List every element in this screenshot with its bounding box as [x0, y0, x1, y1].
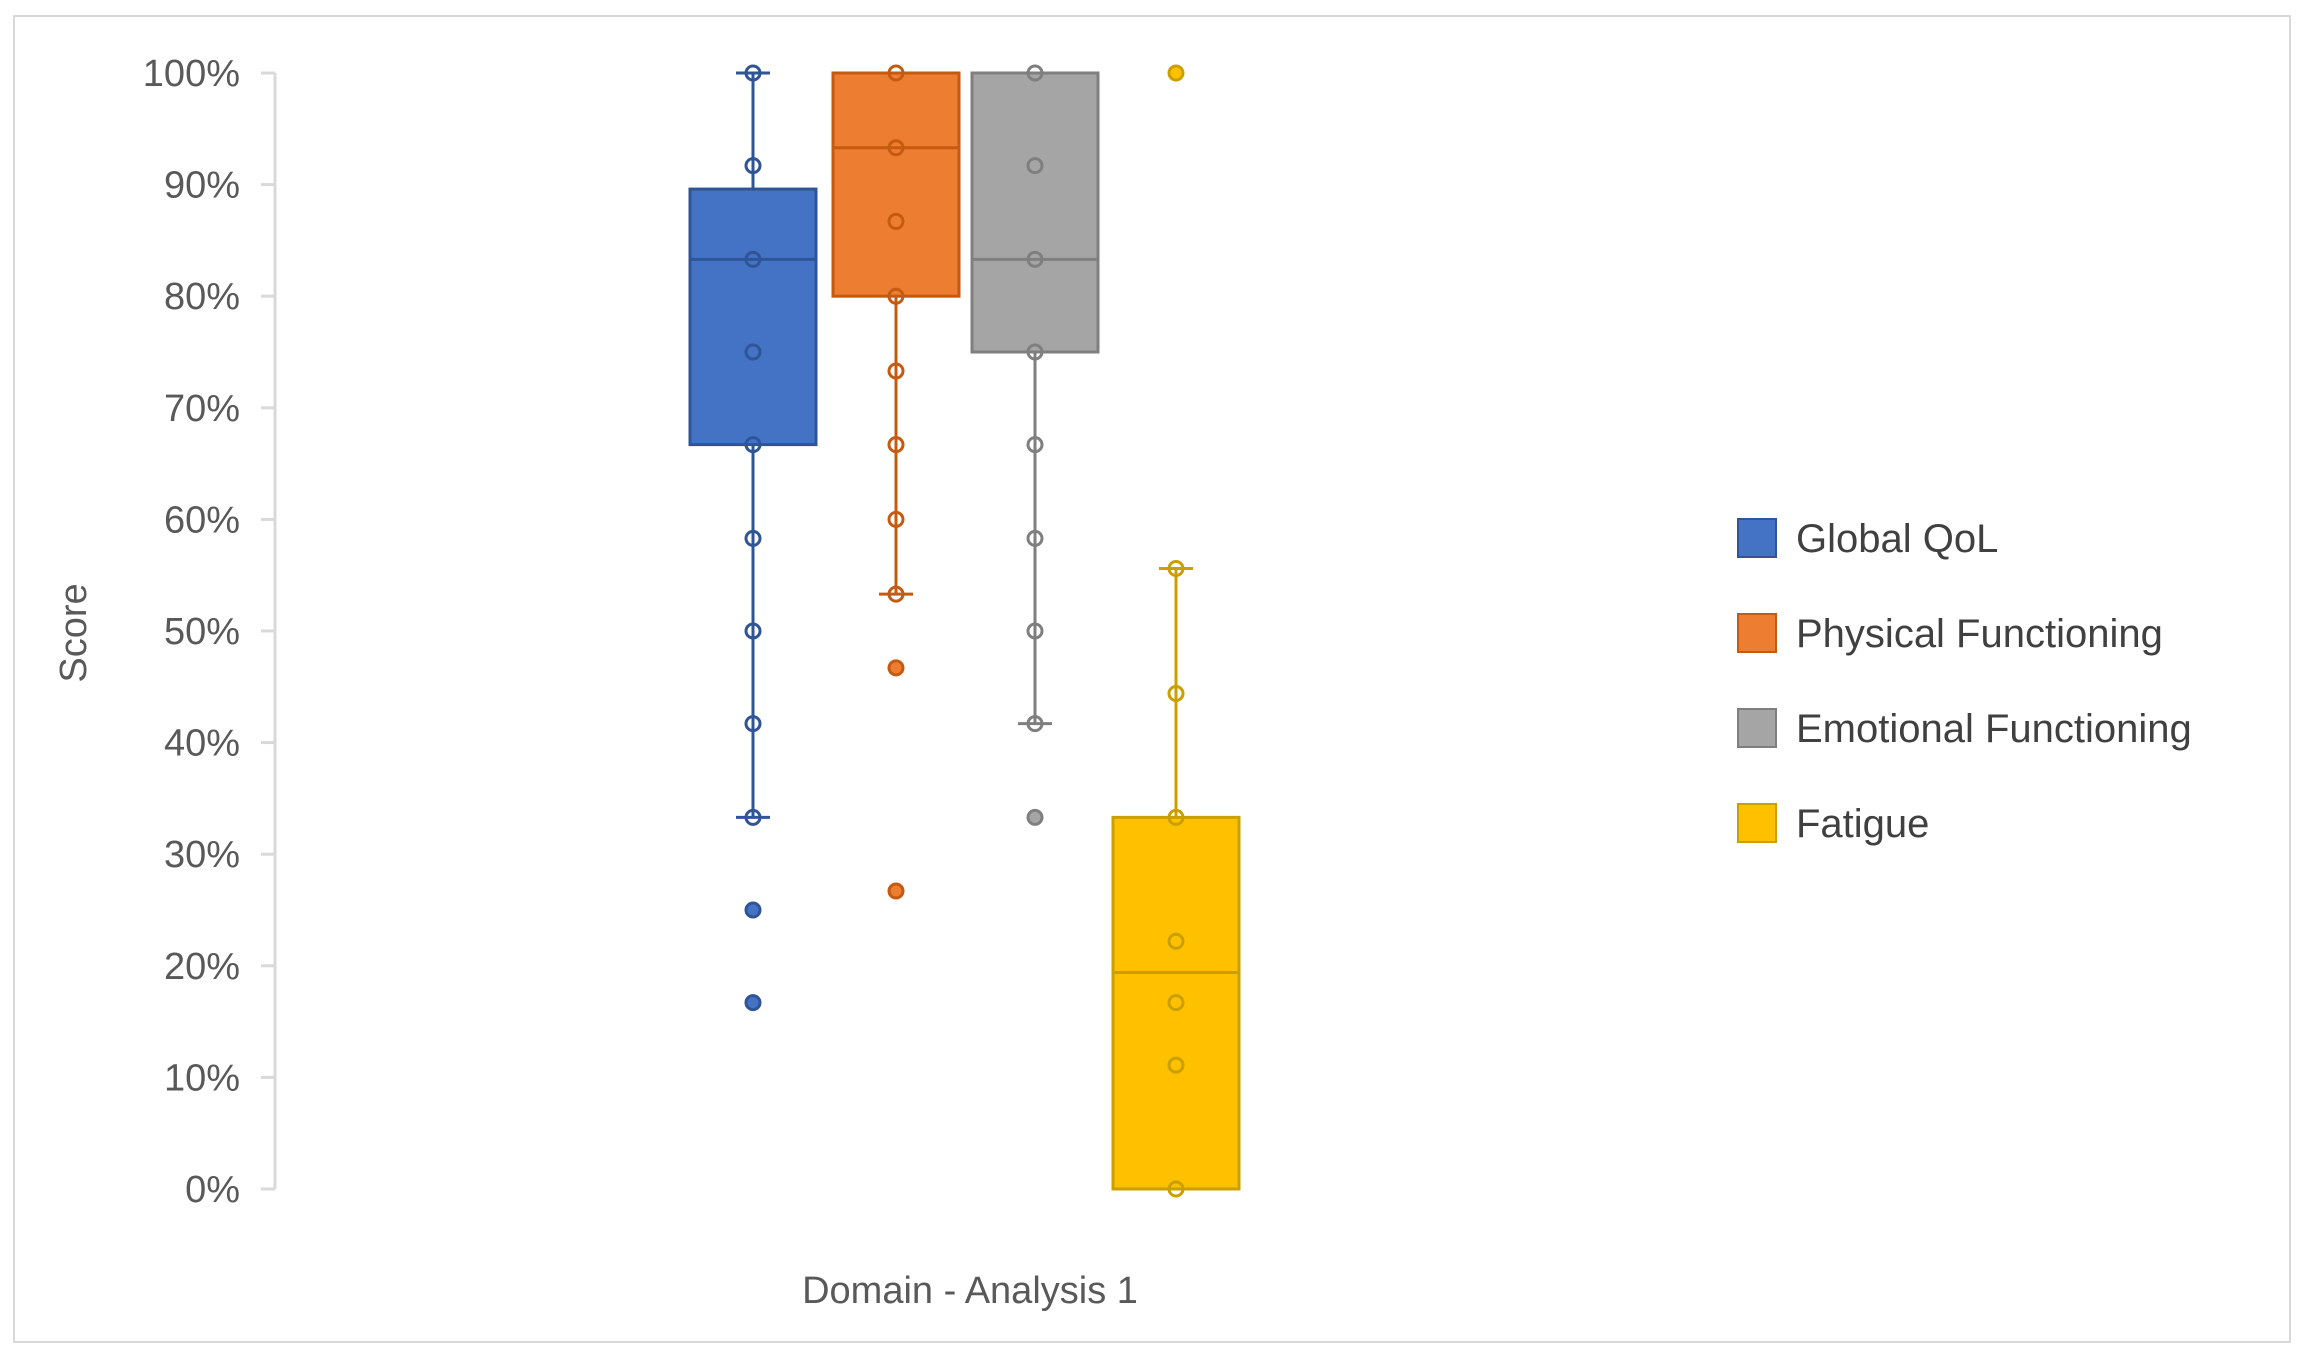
x-axis-title: Domain - Analysis 1 — [802, 1270, 1138, 1312]
data-point — [1167, 1180, 1185, 1198]
box-series — [1111, 64, 1241, 1198]
legend-label: Fatigue — [1796, 802, 1929, 846]
outlier-point — [1026, 808, 1044, 826]
box-iqr — [688, 187, 818, 447]
outlier-point — [887, 659, 905, 677]
legend-item: Global QoL — [1737, 517, 1998, 561]
legend-swatch — [1737, 803, 1777, 843]
outlier-point — [744, 994, 762, 1012]
box-iqr — [831, 71, 961, 298]
legend-label: Global QoL — [1796, 517, 1998, 561]
box-series — [970, 64, 1100, 826]
y-tick-label: 10% — [164, 1057, 240, 1099]
legend-swatch — [1737, 613, 1777, 653]
data-point — [887, 139, 905, 157]
y-tick-label: 90% — [164, 165, 240, 207]
y-tick-label: 70% — [164, 388, 240, 430]
data-point — [744, 622, 762, 640]
data-point — [744, 64, 762, 82]
y-tick-label: 100% — [143, 53, 240, 95]
data-point — [744, 436, 762, 454]
legend-label: Emotional Functioning — [1796, 707, 2192, 751]
y-axis-title: Score — [53, 583, 95, 682]
legend-item: Fatigue — [1737, 802, 1929, 846]
y-tick-label: 50% — [164, 611, 240, 653]
data-point — [1026, 157, 1044, 175]
data-point — [1026, 529, 1044, 547]
data-point — [887, 436, 905, 454]
data-point — [1167, 808, 1185, 826]
data-point — [887, 362, 905, 380]
y-tick-label: 30% — [164, 834, 240, 876]
data-point — [1167, 684, 1185, 702]
data-point — [1026, 250, 1044, 268]
box-iqr — [970, 71, 1100, 354]
y-tick-label: 80% — [164, 276, 240, 318]
data-point — [1167, 932, 1185, 950]
data-point — [1026, 343, 1044, 361]
box-series-group — [688, 64, 1241, 1198]
data-point — [744, 157, 762, 175]
y-tick-label: 20% — [164, 946, 240, 988]
data-point — [744, 715, 762, 733]
data-point — [887, 212, 905, 230]
data-point — [887, 287, 905, 305]
data-point — [1026, 64, 1044, 82]
y-tick-label: 0% — [185, 1169, 240, 1211]
box-series — [688, 64, 818, 1012]
data-point — [1026, 436, 1044, 454]
data-point — [1167, 994, 1185, 1012]
outlier-point — [887, 882, 905, 900]
y-axis: 0% 10% 20% 30% 40% 50% 60% 70% 80% 90% 100% — [143, 53, 277, 1211]
legend: Global QoL Physical Functioning Emotional … — [1737, 517, 2192, 846]
legend-label: Physical Functioning — [1796, 612, 2163, 656]
legend-swatch — [1737, 518, 1777, 558]
data-point — [744, 808, 762, 826]
outlier-point — [1167, 64, 1185, 82]
outlier-point — [744, 901, 762, 919]
data-point — [744, 250, 762, 268]
legend-item: Physical Functioning — [1737, 612, 2163, 656]
legend-item: Emotional Functioning — [1737, 707, 2192, 751]
data-point — [744, 343, 762, 361]
data-point — [887, 585, 905, 603]
data-point — [1167, 1056, 1185, 1074]
data-point — [1167, 560, 1185, 578]
data-point — [1026, 622, 1044, 640]
data-point — [1026, 715, 1044, 733]
data-point — [887, 510, 905, 528]
data-point — [887, 64, 905, 82]
y-tick-label: 40% — [164, 723, 240, 765]
legend-swatch — [1737, 708, 1777, 748]
box-series — [831, 64, 961, 900]
y-tick-label: 60% — [164, 499, 240, 541]
data-point — [744, 529, 762, 547]
box-iqr — [1111, 815, 1241, 1191]
